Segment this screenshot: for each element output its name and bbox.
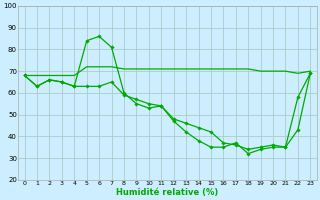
- X-axis label: Humidité relative (%): Humidité relative (%): [116, 188, 219, 197]
